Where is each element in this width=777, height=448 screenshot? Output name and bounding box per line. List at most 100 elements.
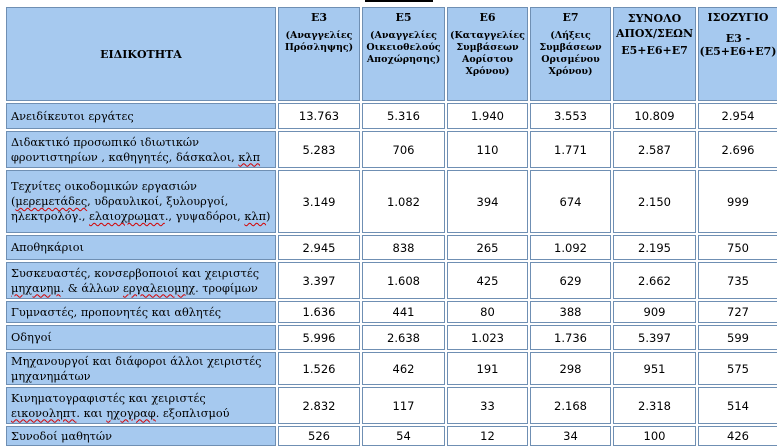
value-cell: 1.736 [530, 325, 611, 350]
specialty-text: . τροφίμων [195, 281, 258, 295]
value-cell: 5.283 [278, 131, 360, 168]
value-cell: 735 [698, 262, 777, 299]
specialty-text: Αποθηκάριοι [11, 241, 84, 254]
table-row: Μηχανουργοί και διάφοροι άλλοι χειριστές… [6, 352, 777, 385]
column-header-e3: E3 (Αναγγελίες Πρόσληψης) [278, 7, 360, 101]
specialty-text: ) [266, 210, 271, 223]
value-cell: 909 [613, 301, 696, 323]
value-cell: 2.587 [613, 131, 696, 168]
specialty-text: μερεμετάδες [15, 195, 88, 208]
specialty-text: Γυμναστές, προπονητές και αθλητές [11, 305, 222, 319]
specialty-cell: Τεχνίτες οικοδομικών εργασιών (μερεμετάδ… [6, 170, 276, 233]
table-row: Αποθηκάριοι 2.945 838 265 1.092 2.195 750 [6, 235, 777, 260]
specialty-text: Διδακτικό προσωπικό ιδιωτικών φροντιστηρ… [11, 135, 239, 164]
value-cell: 2.638 [362, 325, 445, 350]
table-row: Γυμναστές, προπονητές και αθλητές 1.636 44… [6, 301, 777, 323]
value-cell: 12 [447, 426, 528, 446]
specialty-cell: Συσκευαστές, κονσερβοποιοί και χειριστές… [6, 262, 276, 299]
value-cell: 110 [447, 131, 528, 168]
specialty-text: κλπ [238, 150, 261, 164]
specialty-cell: Κινηματογραφιστές και χειριστές εικονολη… [6, 387, 276, 424]
value-cell: 10.809 [613, 103, 696, 129]
value-cell: 1.526 [278, 352, 360, 385]
specialty-text: εργαλειομηχ [123, 281, 196, 295]
specialty-text: Ανειδίκευτοι εργάτες [11, 109, 134, 123]
value-cell: 13.763 [278, 103, 360, 129]
specialty-text: Κινηματογραφιστές και χειριστές [11, 391, 206, 405]
specialty-text: εικονοληπτ [11, 406, 77, 420]
table-row: Τεχνίτες οικοδομικών εργασιών (μερεμετάδ… [6, 170, 777, 233]
value-cell: 2.195 [613, 235, 696, 260]
value-cell: 5.316 [362, 103, 445, 129]
value-cell: 951 [613, 352, 696, 385]
specialty-text: Συνοδοί μαθητών [11, 429, 113, 443]
occupation-flows-table: ΕΙΔΙΚΟΤΗΤΑ E3 (Αναγγελίες Πρόσληψης) E5 (Α… [4, 5, 777, 448]
column-header-balance: ΙΣΟΖΥΓΙΟ Ε3 - (Ε5+Ε6+Ε7) [698, 7, 777, 101]
specialty-cell: Συνοδοί μαθητών [6, 426, 276, 446]
value-cell: 1.608 [362, 262, 445, 299]
column-header-e5: E5 (Αναγγελίες Οικειοθελούς Αποχώρησης) [362, 7, 445, 101]
specialty-cell: Οδηγοί [6, 325, 276, 350]
value-cell: 3.149 [278, 170, 360, 233]
value-cell: 34 [530, 426, 611, 446]
value-cell: 425 [447, 262, 528, 299]
value-cell: 3.397 [278, 262, 360, 299]
value-cell: 2.318 [613, 387, 696, 424]
value-cell: 117 [362, 387, 445, 424]
table-row: Οδηγοί 5.996 2.638 1.023 1.736 5.397 599 [6, 325, 777, 350]
value-cell: 2.662 [613, 262, 696, 299]
specialty-header: ΕΙΔΙΚΟΤΗΤΑ [6, 7, 276, 101]
column-header-total: ΣΥΝΟΛΟ ΑΠΟΧ/ΣΕΩΝ E5+E6+E7 [613, 7, 696, 101]
table-row: Συσκευαστές, κονσερβοποιοί και χειριστές… [6, 262, 777, 299]
specialty-text: Οδηγοί [11, 331, 52, 344]
value-cell: 80 [447, 301, 528, 323]
header-row: ΕΙΔΙΚΟΤΗΤΑ E3 (Αναγγελίες Πρόσληψης) E5 (Α… [6, 7, 777, 101]
specialty-text: Τεχνίτες οικοδομικών εργασιών ( [11, 180, 197, 208]
value-cell: 298 [530, 352, 611, 385]
value-cell: 526 [278, 426, 360, 446]
value-cell: 426 [698, 426, 777, 446]
value-cell: 2.954 [698, 103, 777, 129]
value-cell: 3.553 [530, 103, 611, 129]
table-body: Ανειδίκευτοι εργάτες 13.763 5.316 1.940 3.55… [6, 103, 777, 446]
value-cell: 1.771 [530, 131, 611, 168]
value-cell: 1.082 [362, 170, 445, 233]
column-header-e6: E6 (Καταγγελίες Συμβάσεων Αορίστου Χρόνου… [447, 7, 528, 101]
value-cell: 1.023 [447, 325, 528, 350]
specialty-cell: Διδακτικό προσωπικό ιδιωτικών φροντιστηρ… [6, 131, 276, 168]
value-cell: 441 [362, 301, 445, 323]
specialty-cell: Γυμναστές, προπονητές και αθλητές [6, 301, 276, 323]
specialty-text: . & άλλων [60, 281, 124, 295]
value-cell: 575 [698, 352, 777, 385]
value-cell: 100 [613, 426, 696, 446]
specialty-text: , υδραυλικοί, ξυλουργοί, ηλεκτρολόγ., [11, 195, 229, 223]
specialty-text: Μηχανουργοί και διάφοροι άλλοι χειριστές… [11, 354, 262, 383]
specialty-text: Συσκευαστές, κονσερβοποιοί και χειριστές [11, 266, 260, 280]
value-cell: 1.940 [447, 103, 528, 129]
top-rule [365, 0, 433, 2]
value-cell: 514 [698, 387, 777, 424]
value-cell: 674 [530, 170, 611, 233]
value-cell: 2.832 [278, 387, 360, 424]
specialty-cell: Ανειδίκευτοι εργάτες [6, 103, 276, 129]
value-cell: 838 [362, 235, 445, 260]
value-cell: 388 [530, 301, 611, 323]
table-row: Κινηματογραφιστές και χειριστές εικονολη… [6, 387, 777, 424]
value-cell: 5.996 [278, 325, 360, 350]
value-cell: 265 [447, 235, 528, 260]
table-row: Συνοδοί μαθητών 526 54 12 34 100 426 [6, 426, 777, 446]
value-cell: 999 [698, 170, 777, 233]
value-cell: 629 [530, 262, 611, 299]
specialty-text: . εξοπλισμού [155, 406, 230, 420]
table-row: Ανειδίκευτοι εργάτες 13.763 5.316 1.940 3.55… [6, 103, 777, 129]
specialty-text: . και [76, 406, 107, 420]
value-cell: 750 [698, 235, 777, 260]
value-cell: 2.945 [278, 235, 360, 260]
value-cell: 1.636 [278, 301, 360, 323]
value-cell: 2.696 [698, 131, 777, 168]
value-cell: 2.168 [530, 387, 611, 424]
column-header-e7: E7 (Λήξεις Συμβάσεων Ορισμένου Χρόνου) [530, 7, 611, 101]
value-cell: 462 [362, 352, 445, 385]
specialty-text: ελαιοχρωματ [89, 210, 165, 223]
value-cell: 191 [447, 352, 528, 385]
